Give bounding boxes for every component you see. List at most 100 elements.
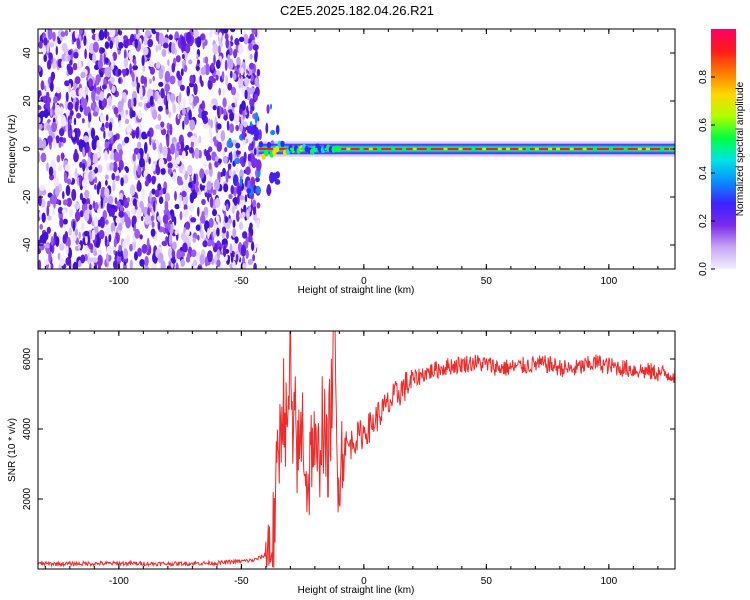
heatmap-cell (84, 85, 88, 98)
heatmap-cell (208, 162, 212, 170)
heatmap-cell (60, 31, 66, 37)
heatmap-cell (249, 54, 253, 60)
heatmap-cell (525, 147, 530, 151)
heatmap-cell (74, 101, 79, 112)
heatmap-cell (252, 204, 257, 216)
heatmap-cell (74, 29, 78, 39)
snr-frame (37, 330, 676, 570)
snr-x-tick-label: 0 (361, 576, 367, 587)
heatmap-cell (118, 159, 124, 171)
heatmap-cell (471, 147, 476, 151)
heatmap-cell (158, 81, 164, 87)
snr-panel: -100 -50 0 50 100 2000 4000 6000 Height of stra… (7, 330, 676, 596)
heatmap-cell (72, 220, 76, 232)
heatmap-cell (134, 251, 138, 261)
heatmap-cell (188, 181, 193, 188)
colorbar-tick-label: 0.4 (698, 166, 709, 180)
heatmap-cell (160, 121, 165, 128)
heatmap-cell (188, 59, 193, 65)
heatmap-cell (151, 175, 156, 185)
heatmap-cell (125, 166, 129, 173)
heatmap-cell (197, 189, 202, 196)
heatmap-cell (270, 129, 276, 136)
heatmap-cell (74, 202, 80, 210)
heatmap-cell (96, 86, 101, 96)
heatmap-cell (109, 154, 114, 160)
heatmap-cell (196, 36, 202, 48)
heatmap-cell (137, 111, 142, 120)
heatmap-cell (167, 167, 172, 175)
heatmap-cell (123, 248, 129, 260)
heatmap-cell (200, 229, 204, 239)
heatmap-cell (62, 218, 68, 225)
heatmap-cell (138, 157, 145, 168)
heatmap-cell (144, 214, 150, 226)
heatmap-cell (212, 105, 217, 111)
heatmap-cell (256, 202, 261, 209)
heatmap-cell (38, 248, 41, 255)
heatmap-cell (167, 247, 173, 259)
heatmap-cell (222, 97, 227, 108)
heatmap-cell (84, 189, 90, 199)
heatmap-cell (131, 207, 135, 214)
heatmap-cell (147, 130, 151, 137)
heatmap-cell (151, 163, 156, 172)
heatmap-cell (53, 96, 58, 104)
heatmap-cell (95, 32, 99, 43)
heatmap-cell (98, 29, 105, 41)
heatmap-cell (84, 140, 90, 153)
heatmap-cell (216, 141, 223, 152)
heatmap-cell (225, 38, 229, 49)
heatmap-cell (65, 164, 71, 172)
heatmap-cell (98, 229, 105, 240)
heatmap-cell (88, 78, 93, 87)
heatmap-cell (266, 141, 272, 149)
heatmap-cell (228, 193, 233, 200)
heatmap-cell (167, 162, 173, 169)
heatmap-cell (92, 164, 96, 170)
heatmap-cell (226, 230, 229, 240)
heatmap-cell (582, 147, 587, 151)
heatmap-cell (143, 151, 147, 162)
heatmap-cell (346, 147, 351, 151)
heatmap-cell (80, 71, 86, 79)
heatmap-cell (144, 180, 149, 187)
heatmap-cell (90, 127, 96, 140)
heatmap-cell (99, 91, 105, 101)
heatmap-cell (50, 108, 53, 117)
heatmap-cell (212, 209, 217, 217)
heatmap-cell (92, 41, 99, 53)
snr-x-tick-label: -100 (109, 576, 129, 587)
heatmap-cell (273, 147, 278, 151)
heatmap-cell (220, 171, 224, 178)
heatmap-cell (52, 31, 56, 42)
heatmap-cell (88, 112, 92, 123)
heatmap-cell (248, 42, 253, 51)
heatmap-cell (256, 186, 261, 194)
heatmap-cell (76, 136, 80, 146)
heatmap-cell (205, 149, 210, 162)
heatmap-cell (69, 208, 74, 218)
heatmap-cell (113, 107, 119, 115)
heatmap-cell (201, 100, 205, 112)
heatmap-cell (100, 196, 104, 209)
heatmap-cell (185, 229, 190, 237)
heatmap-cell (157, 221, 161, 231)
heatmap-cell (83, 35, 87, 46)
heatmap-cell (266, 184, 271, 196)
heatmap-cell (230, 29, 236, 33)
snr-y-tick-label: 2000 (22, 487, 33, 510)
heatmap-cell (94, 64, 100, 71)
heatmap-cell (47, 215, 52, 221)
heatmap-cell (83, 108, 90, 116)
heatmap-cell (143, 34, 148, 46)
heatmap-cell (236, 210, 240, 223)
heatmap-cell (207, 250, 213, 263)
heatmap-cell (195, 251, 201, 260)
heatmap-cell (229, 123, 235, 134)
heatmap-cell (162, 214, 169, 225)
heatmap-cell (248, 205, 252, 213)
heatmap-cell (80, 223, 85, 231)
heatmap-cell (65, 236, 71, 249)
heatmap-cell (82, 146, 85, 158)
